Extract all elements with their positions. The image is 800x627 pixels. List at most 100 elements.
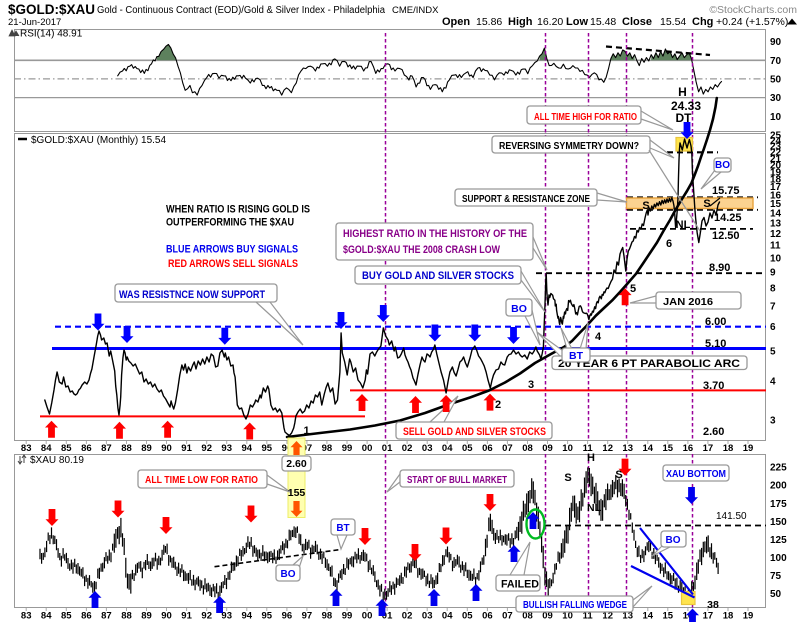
- svg-text:15.86: 15.86: [476, 16, 502, 28]
- svg-text:83: 83: [21, 443, 32, 454]
- svg-text:125: 125: [770, 535, 787, 546]
- svg-text:50: 50: [770, 589, 782, 600]
- svg-text:100: 100: [770, 553, 787, 564]
- svg-text:00: 00: [362, 443, 373, 454]
- svg-text:1: 1: [304, 425, 310, 437]
- svg-text:H: H: [587, 452, 595, 464]
- svg-text:10: 10: [770, 254, 782, 265]
- svg-text:OUTPERFORMING THE $XAU: OUTPERFORMING THE $XAU: [166, 217, 294, 229]
- svg-text:BO: BO: [715, 160, 730, 171]
- svg-text:WAS RESISTNCE NOW SUPPORT: WAS RESISTNCE NOW SUPPORT: [119, 289, 265, 301]
- svg-text:24: 24: [770, 136, 782, 147]
- svg-text:07: 07: [502, 611, 513, 622]
- svg-text:5.10: 5.10: [705, 338, 726, 350]
- svg-text:ALL TIME LOW FOR RATIO: ALL TIME LOW FOR RATIO: [145, 474, 258, 486]
- svg-text:WHEN RATIO IS RISING GOLD IS: WHEN RATIO IS RISING GOLD IS: [166, 204, 310, 216]
- svg-text:24.33: 24.33: [671, 99, 701, 113]
- svg-text:6: 6: [666, 238, 672, 250]
- svg-text:05: 05: [462, 611, 473, 622]
- svg-text:+0.24 (+1.57%): +0.24 (+1.57%): [716, 16, 788, 28]
- svg-text:ALL TIME HIGH FOR RATIO: ALL TIME HIGH FOR RATIO: [534, 111, 637, 123]
- svg-text:07: 07: [502, 443, 513, 454]
- svg-text:3: 3: [770, 415, 776, 426]
- svg-text:20 YEAR 6 PT PARABOLIC ARC: 20 YEAR 6 PT PARABOLIC ARC: [558, 358, 740, 370]
- svg-text:01: 01: [382, 443, 393, 454]
- svg-text:15.48: 15.48: [590, 16, 616, 28]
- svg-text:86: 86: [81, 611, 92, 622]
- svg-text:23: 23: [770, 142, 782, 153]
- svg-text:01: 01: [382, 611, 393, 622]
- svg-text:Low: Low: [566, 16, 588, 28]
- svg-text:BT: BT: [569, 350, 584, 362]
- svg-text:94: 94: [242, 443, 253, 454]
- svg-text:SUPPORT & RESISTANCE ZONE: SUPPORT & RESISTANCE ZONE: [462, 193, 590, 205]
- svg-text:16: 16: [683, 443, 694, 454]
- svg-text:99: 99: [342, 611, 353, 622]
- svg-text:89: 89: [141, 443, 152, 454]
- svg-text:3.70: 3.70: [703, 380, 724, 392]
- svg-text:95: 95: [262, 443, 273, 454]
- svg-text:BT: BT: [336, 523, 349, 534]
- svg-text:16: 16: [770, 190, 782, 201]
- svg-text:96: 96: [282, 611, 293, 622]
- svg-text:30: 30: [770, 93, 782, 104]
- svg-text:17: 17: [770, 182, 782, 193]
- svg-text:$GOLD:$XAU: $GOLD:$XAU: [8, 2, 95, 17]
- svg-text:2: 2: [495, 399, 501, 411]
- svg-text:06: 06: [482, 611, 493, 622]
- svg-text:Open: Open: [442, 16, 470, 28]
- svg-text:87: 87: [101, 443, 112, 454]
- svg-text:12: 12: [602, 611, 613, 622]
- svg-text:Chg: Chg: [692, 16, 713, 28]
- svg-text:141.50: 141.50: [716, 511, 747, 522]
- svg-text:11: 11: [583, 611, 594, 622]
- svg-text:175: 175: [770, 499, 787, 510]
- svg-text:5: 5: [770, 347, 776, 358]
- svg-text:17: 17: [703, 611, 714, 622]
- svg-text:90: 90: [770, 37, 782, 48]
- svg-text:70: 70: [770, 56, 782, 67]
- svg-text:18: 18: [723, 443, 734, 454]
- svg-text:$GOLD:$XAU THE 2008 CRASH LOW: $GOLD:$XAU THE 2008 CRASH LOW: [343, 244, 500, 256]
- svg-text:6.00: 6.00: [705, 316, 726, 328]
- svg-text:2.60: 2.60: [286, 458, 307, 470]
- svg-text:87: 87: [101, 611, 112, 622]
- svg-text:08: 08: [522, 443, 533, 454]
- svg-text:SELL GOLD AND SILVER STOCKS: SELL GOLD AND SILVER STOCKS: [403, 426, 546, 438]
- svg-text:BLUE ARROWS BUY SIGNALS: BLUE ARROWS BUY SIGNALS: [166, 244, 298, 256]
- svg-text:91: 91: [181, 443, 192, 454]
- svg-text:05: 05: [462, 443, 473, 454]
- svg-text:5: 5: [630, 283, 636, 295]
- svg-text:15: 15: [663, 443, 674, 454]
- svg-text:12.50: 12.50: [712, 230, 740, 242]
- svg-text:REVERSING SYMMETRY DOWN?: REVERSING SYMMETRY DOWN?: [499, 140, 639, 152]
- svg-text:XAU BOTTOM: XAU BOTTOM: [666, 469, 726, 480]
- svg-text:CME/INDX: CME/INDX: [392, 5, 439, 16]
- svg-text:$GOLD:$XAU (Monthly) 15.54: $GOLD:$XAU (Monthly) 15.54: [31, 135, 166, 146]
- svg-text:NL: NL: [587, 502, 602, 514]
- svg-text:15: 15: [770, 199, 782, 210]
- svg-text:84: 84: [41, 443, 52, 454]
- svg-text:08: 08: [522, 611, 533, 622]
- svg-text:12: 12: [602, 443, 613, 454]
- svg-text:3: 3: [528, 379, 534, 391]
- svg-text:13: 13: [770, 218, 782, 229]
- svg-text:14: 14: [643, 443, 654, 454]
- svg-text:Gold - Continuous Contract (EO: Gold - Continuous Contract (EOD)/Gold & …: [97, 5, 385, 16]
- svg-text:225: 225: [770, 463, 787, 474]
- svg-text:12: 12: [770, 229, 782, 240]
- svg-text:93: 93: [221, 443, 232, 454]
- svg-text:8.90: 8.90: [709, 262, 730, 274]
- svg-text:98: 98: [322, 611, 333, 622]
- svg-text:95: 95: [262, 611, 273, 622]
- svg-text:98: 98: [322, 443, 333, 454]
- svg-text:6: 6: [770, 322, 776, 333]
- svg-text:14.25: 14.25: [714, 212, 742, 224]
- svg-text:18: 18: [723, 611, 734, 622]
- svg-text:15.75: 15.75: [712, 185, 740, 197]
- svg-text:14: 14: [643, 611, 654, 622]
- svg-text:4: 4: [595, 331, 602, 343]
- svg-text:BO: BO: [281, 569, 296, 580]
- svg-text:S: S: [642, 200, 649, 212]
- svg-text:20: 20: [770, 160, 782, 171]
